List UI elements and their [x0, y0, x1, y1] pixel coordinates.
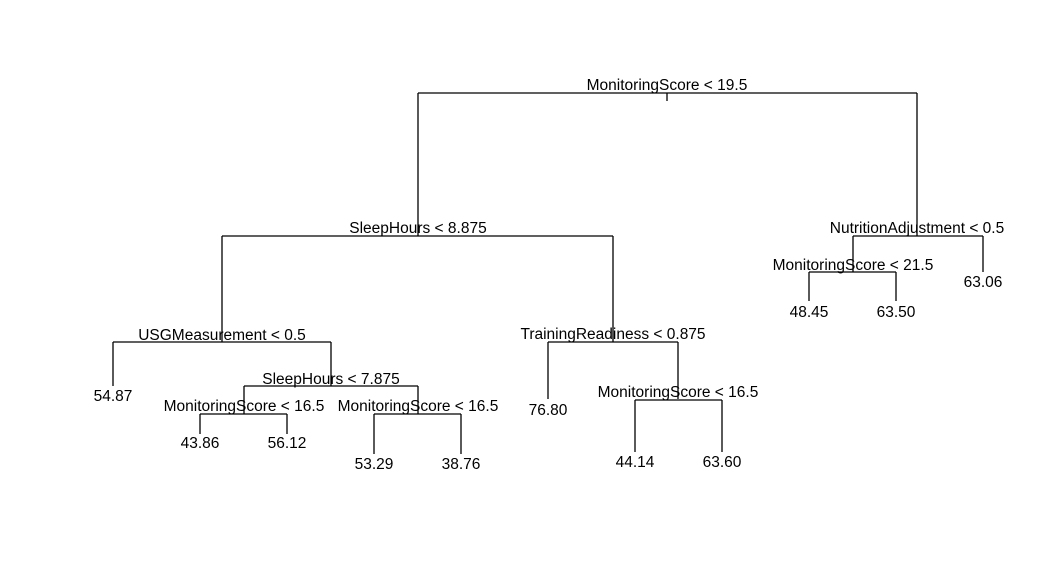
split-node-lr: TrainingReadiness < 0.875 — [520, 326, 706, 399]
split-label-llrl: MonitoringScore < 16.5 — [164, 398, 325, 415]
leaf-value-lll: 54.87 — [94, 388, 133, 405]
split-label-ll: USGMeasurement < 0.5 — [138, 327, 306, 344]
split-label-root: MonitoringScore < 19.5 — [587, 77, 748, 94]
split-node-l: SleepHours < 8.875 — [221, 220, 614, 342]
leaf-value-llrrl: 53.29 — [355, 456, 394, 473]
split-node-rl: MonitoringScore < 21.5 — [773, 257, 934, 301]
split-label-llr: SleepHours < 7.875 — [262, 371, 399, 388]
split-node-llrl: MonitoringScore < 16.5 — [164, 398, 325, 434]
split-node-llrr: MonitoringScore < 16.5 — [338, 398, 499, 454]
leaf-value-rll: 48.45 — [790, 304, 829, 321]
leaf-value-llrlr: 56.12 — [268, 435, 307, 452]
split-label-rl: MonitoringScore < 21.5 — [773, 257, 934, 274]
leaf-value-rr: 63.06 — [964, 274, 1003, 291]
split-node-ll: USGMeasurement < 0.5 — [112, 327, 332, 386]
leaf-value-lrrl: 44.14 — [616, 454, 655, 471]
leaf-value-rlr: 63.50 — [877, 304, 916, 321]
leaf-value-llrrr: 38.76 — [442, 456, 481, 473]
split-label-r: NutritionAdjustment < 0.5 — [830, 220, 1004, 237]
split-node-llr: SleepHours < 7.875 — [243, 371, 419, 414]
split-node-r: NutritionAdjustment < 0.5 — [830, 220, 1004, 272]
leaf-value-lrrr: 63.60 — [703, 454, 742, 471]
split-node-lrr: MonitoringScore < 16.5 — [598, 384, 759, 452]
leaf-value-llrll: 43.86 — [181, 435, 220, 452]
split-label-llrr: MonitoringScore < 16.5 — [338, 398, 499, 415]
split-label-l: SleepHours < 8.875 — [349, 220, 486, 237]
split-label-lrr: MonitoringScore < 16.5 — [598, 384, 759, 401]
leaf-value-lrl: 76.80 — [529, 402, 568, 419]
split-label-lr: TrainingReadiness < 0.875 — [520, 326, 705, 343]
split-node-root: MonitoringScore < 19.5 — [417, 77, 918, 236]
